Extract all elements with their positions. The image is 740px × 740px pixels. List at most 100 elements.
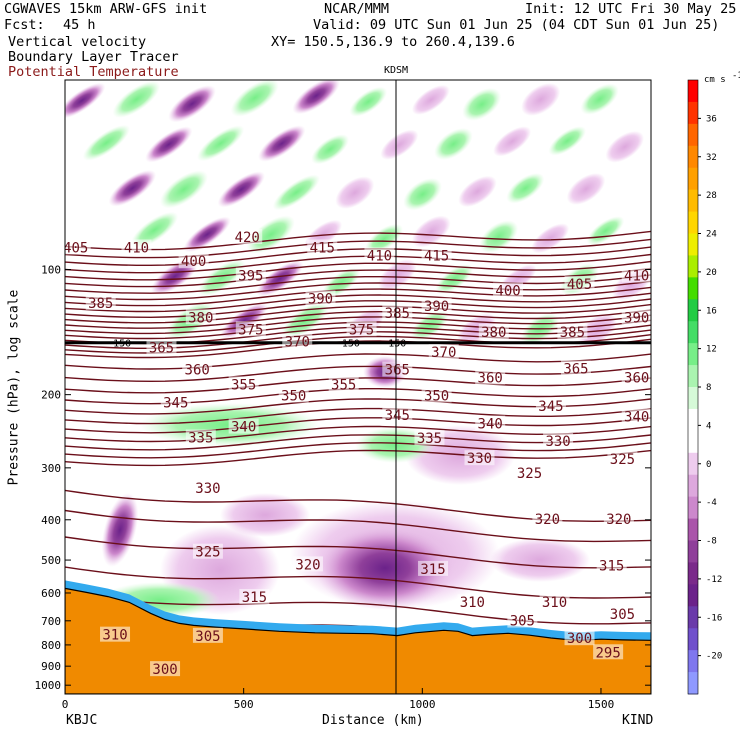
vertical-velocity-cell [183, 216, 231, 253]
theta-contour-label: 390 [624, 310, 649, 326]
theta-label-bg [185, 429, 216, 445]
vertical-velocity-cell [130, 211, 179, 249]
theta-contour-label: 320 [535, 512, 560, 528]
theta-contour-label: 345 [538, 399, 563, 415]
vertical-velocity-cell [292, 80, 340, 115]
theta-contour-label: 300 [567, 631, 592, 647]
colorbar-swatch [688, 189, 698, 213]
colorbar-swatch [688, 101, 698, 125]
theta-label-bg [493, 282, 524, 298]
theta-contour-label: 310 [542, 595, 567, 611]
theta-contour-line [65, 274, 651, 294]
theta-label-bg [382, 361, 413, 377]
colorbar-tick-label: 4 [706, 421, 711, 431]
colorbar-swatch [688, 321, 698, 344]
valid-time: Valid: 09 UTC Sun 01 Jun 25 (04 CDT Sun … [313, 17, 720, 33]
potential-temperature-labels: 420 415 410 415 405 410 400 395 390 390 400 405 410 3… [65, 229, 651, 678]
colorbar-swatch [688, 123, 698, 147]
y-tick-label: 600 [41, 587, 61, 600]
theta-contour-line [65, 365, 651, 383]
theta-contour-label: 295 [595, 645, 620, 661]
theta-label-bg [475, 415, 506, 431]
colorbar-tick-label: -4 [706, 498, 717, 508]
colorbar-tick-label: 24 [706, 230, 717, 240]
theta-contour-label: 350 [424, 388, 449, 404]
theta-label-bg [305, 290, 336, 306]
colorbar-swatch [688, 167, 698, 191]
theta-label-bg [478, 323, 509, 339]
colorbar: 36 32 28 24 20 16 12 8 4 0 -4 -8 -12 -16 -20 cm s -1 [687, 71, 740, 695]
vertical-velocity-cell [145, 126, 193, 163]
vertical-velocity-cell [521, 83, 561, 116]
vertical-velocity-cell [493, 126, 532, 157]
theta-label-bg [596, 557, 627, 573]
theta-contour-line [65, 509, 651, 543]
vertical-velocity-cell [411, 84, 450, 115]
theta-label-bg [414, 430, 445, 446]
vertical-velocity-cell [365, 223, 404, 255]
x-axis-ticks: 0 500 1000 1500 [62, 688, 614, 711]
theta-contour-label: 370 [431, 345, 456, 361]
theta-contour-label: 370 [285, 335, 310, 351]
theta-contour-label: 310 [460, 595, 485, 611]
theta-label-bg [100, 626, 131, 642]
theta-label-bg [543, 433, 574, 449]
theta-label-bg [535, 397, 566, 413]
vertical-velocity-cell [434, 128, 473, 161]
theta-contour-label: 345 [163, 395, 188, 411]
theta-label-bg [507, 612, 538, 628]
vertical-velocity-cell [220, 302, 268, 339]
theta-contour-label: 390 [308, 291, 333, 307]
colorbar-swatch [688, 80, 698, 103]
colorbar-tick-label: -12 [706, 575, 722, 585]
theta-contour-line [65, 449, 651, 467]
theta-contour-line [65, 592, 651, 625]
theta-label-bg [192, 479, 223, 495]
vertical-velocity-cell [566, 173, 606, 205]
x-tick-label: 500 [234, 698, 254, 711]
vertical-velocity-cell [272, 174, 320, 211]
theta-contour-label: 330 [195, 481, 220, 497]
vertical-velocity-cell [108, 169, 157, 207]
y-tick-label: 1000 [35, 679, 62, 692]
colorbar-tick-label: 28 [706, 191, 717, 201]
theta-contour-label: 355 [231, 377, 256, 393]
theta-contour-label: 325 [517, 466, 542, 482]
station-left-label: KBJC [66, 713, 98, 728]
vertical-velocity-cell [412, 215, 451, 248]
theta-label-bg [239, 589, 270, 605]
theta-contour-label: 365 [149, 341, 174, 357]
boundary-layer-tracer-fill [65, 587, 651, 694]
theta-contour-label: 305 [195, 629, 220, 645]
colorbar-tick-label: -8 [706, 537, 717, 547]
theta-contour-label: 380 [188, 310, 213, 326]
plot-frame [64, 79, 652, 695]
forecast-value: 45 h [63, 17, 96, 33]
theta-label-bg [593, 644, 624, 660]
theta-label-bg [160, 394, 191, 410]
vertical-velocity-cell [335, 176, 375, 209]
theta-label-bg [228, 418, 259, 434]
theta-contour-line [65, 253, 651, 274]
vertical-velocity-cell [531, 223, 570, 254]
vertical-velocity-cell [311, 134, 350, 165]
theta-contour-label: 345 [385, 408, 410, 424]
theta-contour-label: 315 [420, 562, 445, 578]
theta-label-bg [192, 627, 223, 643]
colorbar-swatch [688, 496, 698, 520]
theta-contour-line [65, 230, 651, 251]
theta-label-bg [475, 369, 506, 385]
theta-contour-label: 410 [624, 269, 649, 285]
theta-label-bg [85, 294, 116, 310]
theta-contour-label: 360 [185, 363, 210, 379]
theta-label-bg [464, 450, 495, 466]
theta-contour-label: 410 [367, 248, 392, 264]
theta-contour-line [65, 260, 651, 281]
theta-contour-line [65, 286, 651, 307]
y-tick-label: 300 [41, 462, 61, 475]
vertical-velocity-cell [580, 83, 619, 115]
colorbar-tick-label: 8 [706, 383, 711, 393]
theta-contour-line [65, 417, 651, 434]
theta-label-bg [421, 247, 452, 263]
